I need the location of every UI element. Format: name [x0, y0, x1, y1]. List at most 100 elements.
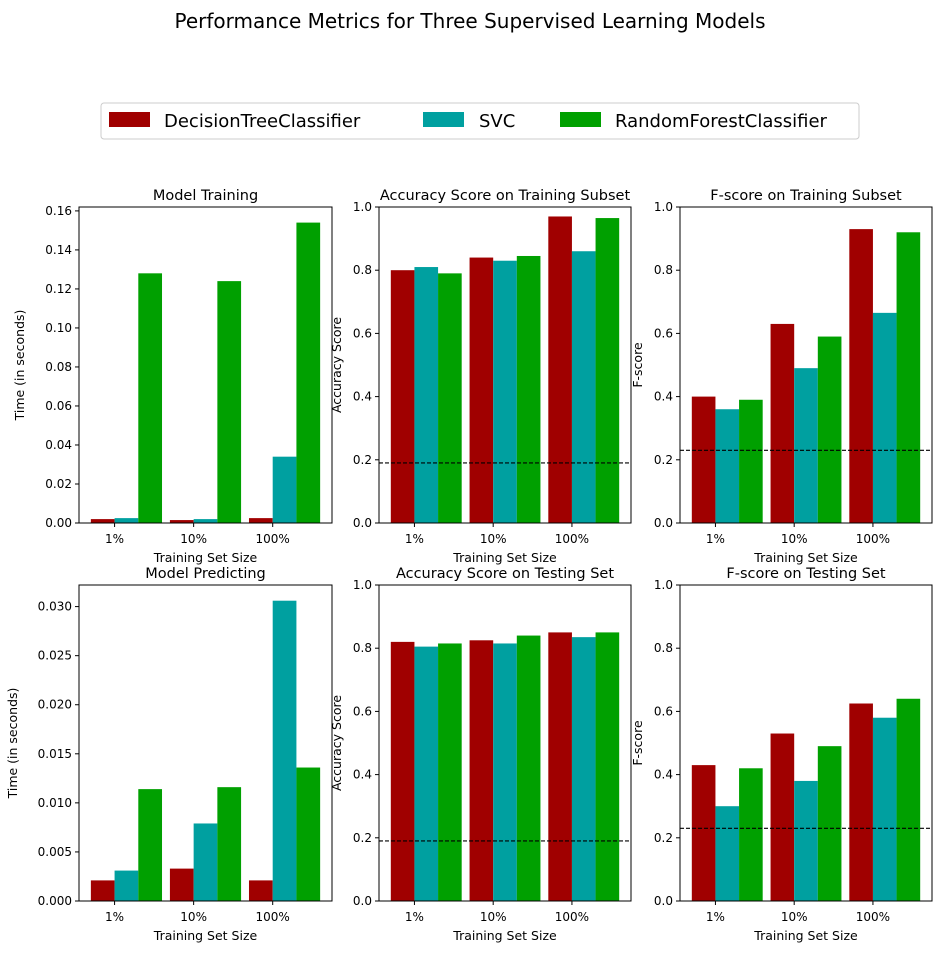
- y-tick-label: 1.0: [353, 200, 372, 214]
- panel-title: Accuracy Score on Testing Set: [396, 566, 614, 582]
- x-tick-label: 100%: [555, 910, 589, 924]
- bar-decisiontreeclassifier-1: [691, 765, 716, 901]
- bar-svc-1: [414, 267, 439, 523]
- bar-decisiontreeclassifier-1: [390, 641, 415, 901]
- panel-model-training: 0.00 0.02 0.04 0.06 0.08 0.10 0.12 0.14 0.16 1% 10…: [12, 188, 333, 565]
- x-tick-label: 1%: [706, 532, 725, 546]
- bar-svc-10: [794, 368, 818, 523]
- bar-svc-1: [414, 646, 439, 901]
- y-tick-label: 0.8: [353, 263, 372, 277]
- y-axis-label: Accuracy Score: [329, 317, 344, 413]
- bar-decisiontreeclassifier-100: [248, 880, 273, 901]
- x-axis-label: Training Set Size: [452, 928, 557, 943]
- x-tick-label: 1%: [706, 910, 725, 924]
- x-tick-label: 10%: [180, 532, 207, 546]
- axes-frame: [378, 584, 632, 902]
- y-tick-label: 0.10: [45, 321, 72, 335]
- y-tick-label: 0.8: [654, 641, 673, 655]
- bar-randomforestclassifier-1: [138, 789, 163, 901]
- x-tick-label: 1%: [405, 910, 424, 924]
- panel-accuracy-score-on-training-subset: 0.0 0.2 0.4 0.6 0.8 1.0 1% 10% 100% Accuracy Scor…: [329, 188, 632, 565]
- x-tick-label: 100%: [555, 532, 589, 546]
- panel-model-predicting: 0.000 0.005 0.010 0.015 0.020 0.025 0.030 1% 10%…: [5, 566, 333, 943]
- bar-svc-1: [114, 870, 139, 901]
- bar-randomforestclassifier-10: [516, 255, 541, 524]
- bar-randomforestclassifier-10: [817, 336, 842, 523]
- y-tick-label: 1.0: [654, 578, 673, 592]
- bar-decisiontreeclassifier-100: [849, 229, 873, 523]
- bar-randomforestclassifier-100: [896, 698, 921, 901]
- panel-title: F-score on Training Subset: [710, 188, 902, 204]
- bar-decisiontreeclassifier-10: [770, 733, 795, 901]
- y-tick-label: 0.0: [353, 894, 372, 908]
- x-tick-label: 100%: [856, 910, 890, 924]
- legend-label-svc: SVC: [479, 111, 515, 132]
- panel-accuracy-score-on-testing-set: 0.0 0.2 0.4 0.6 0.8 1.0 1% 10% 100% Accuracy Scor…: [329, 566, 632, 943]
- bar-decisiontreeclassifier-10: [469, 640, 494, 901]
- y-tick-label: 0.000: [38, 894, 72, 908]
- legend: DecisionTreeClassifier SVC RandomForestC…: [100, 102, 860, 140]
- y-tick-label: 0.025: [38, 649, 72, 663]
- panel-f-score-on-testing-set: 0.0 0.2 0.4 0.6 0.8 1.0 1% 10% 100% F-score on Te…: [630, 566, 933, 943]
- x-tick-label: 1%: [105, 910, 124, 924]
- bar-svc-100: [272, 600, 297, 901]
- y-tick-label: 0.2: [353, 831, 372, 845]
- x-tick-label: 10%: [480, 910, 507, 924]
- bar-randomforestclassifier-100: [595, 218, 620, 523]
- panel-title: Model Training: [153, 188, 258, 204]
- y-tick-label: 0.0: [353, 516, 372, 530]
- bar-randomforestclassifier-10: [217, 787, 242, 901]
- x-axis-label: Training Set Size: [753, 928, 858, 943]
- x-axis-label: Training Set Size: [153, 928, 258, 943]
- bar-svc-10: [794, 780, 818, 901]
- x-tick-label: 1%: [105, 532, 124, 546]
- bar-svc-10: [493, 260, 517, 523]
- legend-label-decisiontree: DecisionTreeClassifier: [164, 111, 361, 132]
- bar-randomforestclassifier-1: [138, 273, 163, 523]
- bar-svc-10: [493, 643, 517, 901]
- figure-suptitle: Performance Metrics for Three Supervised…: [175, 9, 766, 33]
- bar-randomforestclassifier-1: [438, 273, 462, 523]
- y-tick-label: 0.005: [38, 845, 72, 859]
- y-axis-label: F-score: [630, 342, 645, 388]
- bar-randomforestclassifier-10: [817, 746, 842, 901]
- legend-label-randomforest: RandomForestClassifier: [615, 111, 828, 132]
- bar-svc-1: [715, 409, 740, 523]
- y-tick-label: 0.14: [45, 243, 72, 257]
- bar-decisiontreeclassifier-1: [691, 396, 716, 523]
- x-axis-label: Training Set Size: [452, 550, 557, 565]
- bar-randomforestclassifier-100: [595, 632, 620, 901]
- bar-decisiontreeclassifier-100: [548, 216, 572, 524]
- bar-decisiontreeclassifier-10: [169, 520, 194, 523]
- bar-randomforestclassifier-1: [739, 399, 763, 523]
- y-tick-label: 0.16: [45, 204, 72, 218]
- x-tick-label: 10%: [781, 532, 808, 546]
- legend-swatch-svc: [423, 112, 464, 127]
- bar-svc-1: [715, 806, 740, 901]
- bar-svc-100: [571, 251, 596, 524]
- legend-swatch-decisiontree: [109, 112, 150, 127]
- y-tick-label: 0.020: [38, 698, 72, 712]
- y-tick-label: 1.0: [353, 578, 372, 592]
- bar-decisiontreeclassifier-10: [169, 868, 194, 901]
- y-tick-label: 1.0: [654, 200, 673, 214]
- bar-randomforestclassifier-100: [296, 767, 321, 901]
- y-tick-label: 0.030: [38, 600, 72, 614]
- bar-randomforestclassifier-100: [896, 232, 921, 523]
- legend-frame: [100, 102, 860, 140]
- bar-decisiontreeclassifier-100: [849, 703, 873, 901]
- y-tick-label: 0.12: [45, 282, 72, 296]
- axes-frame: [679, 206, 933, 524]
- bar-decisiontreeclassifier-1: [90, 880, 115, 901]
- axes-frame: [378, 206, 632, 524]
- y-tick-label: 0.010: [38, 796, 72, 810]
- bar-randomforestclassifier-100: [296, 222, 321, 523]
- y-tick-label: 0.4: [654, 768, 673, 782]
- x-tick-label: 100%: [256, 910, 290, 924]
- x-tick-label: 10%: [781, 910, 808, 924]
- y-tick-label: 0.2: [654, 453, 673, 467]
- y-tick-label: 0.015: [38, 747, 72, 761]
- y-tick-label: 0.4: [353, 768, 372, 782]
- y-tick-label: 0.6: [654, 326, 673, 340]
- y-tick-label: 0.6: [654, 704, 673, 718]
